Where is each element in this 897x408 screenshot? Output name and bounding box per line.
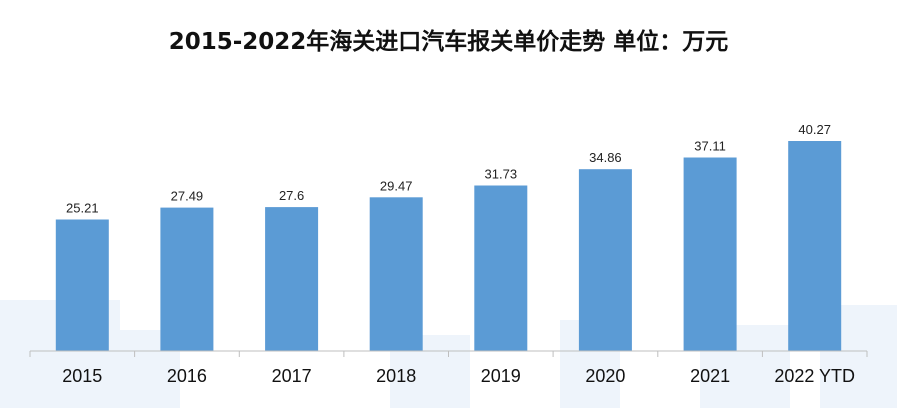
x-tick-label-2015: 2015	[62, 366, 102, 386]
bar-2022 YTD	[788, 141, 842, 351]
x-tick-label-2021: 2021	[690, 366, 730, 386]
data-label-2015: 25.21	[66, 201, 99, 216]
x-tick-label-2018: 2018	[376, 366, 416, 386]
x-axis: 2015 2016 2017 2018 2019 2020 2021 2022 YTD	[29, 350, 868, 386]
data-label-2017: 27.6	[279, 188, 304, 203]
bar-2021	[683, 157, 737, 351]
data-label-2016: 27.49	[171, 189, 204, 204]
bar-2015	[55, 219, 109, 351]
data-label-2022 YTD: 40.27	[798, 122, 831, 137]
bar-series: 25.21 27.49 27.6 29.47 31.73 34.86 37.11 40.27	[55, 122, 842, 351]
bar-2016	[160, 207, 214, 351]
x-tick-label-2022 YTD: 2022 YTD	[774, 366, 855, 386]
bar-2018	[369, 197, 423, 351]
bar-2019	[474, 185, 528, 351]
data-label-2020: 34.86	[589, 150, 622, 165]
x-tick-label-2016: 2016	[167, 366, 207, 386]
x-tick-label-2020: 2020	[585, 366, 625, 386]
bar-2020	[578, 169, 632, 351]
x-tick-label-2017: 2017	[272, 366, 312, 386]
bar-2017	[265, 207, 319, 351]
x-tick-label-2019: 2019	[481, 366, 521, 386]
data-label-2021: 37.11	[694, 139, 726, 154]
data-label-2019: 31.73	[485, 167, 518, 182]
data-label-2018: 29.47	[380, 178, 413, 193]
chart-title: 2015-2022年海关进口汽车报关单价走势 单位：万元	[168, 29, 729, 55]
